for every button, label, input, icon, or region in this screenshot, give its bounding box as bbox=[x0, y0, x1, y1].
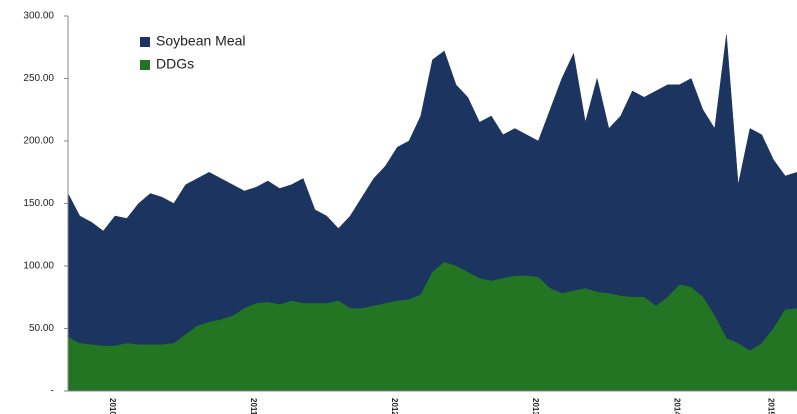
x-tick-label: 2015 bbox=[766, 398, 775, 414]
y-tick-label: - bbox=[51, 386, 54, 397]
x-tick-label: 2010 bbox=[108, 398, 117, 414]
legend-label: DDGs bbox=[156, 56, 194, 72]
x-tick-label: 2012 bbox=[390, 398, 399, 414]
area bbox=[67, 261, 797, 392]
x-tick-label: 2013 bbox=[531, 398, 540, 414]
y-tick-label: 200.00 bbox=[23, 136, 54, 147]
x-tick-label: 2011 bbox=[249, 398, 258, 414]
y-tick-label: 50.00 bbox=[29, 323, 54, 334]
x-tick-label: 2014 bbox=[672, 398, 681, 414]
y-tick-label: 150.00 bbox=[23, 198, 54, 209]
legend-swatch bbox=[140, 37, 150, 47]
y-tick-label: 250.00 bbox=[23, 73, 54, 84]
legend-swatch bbox=[140, 60, 150, 70]
legend-label: Soybean Meal bbox=[156, 33, 246, 49]
y-tick-label: 300.00 bbox=[23, 11, 54, 22]
y-tick-label: 100.00 bbox=[23, 261, 54, 272]
